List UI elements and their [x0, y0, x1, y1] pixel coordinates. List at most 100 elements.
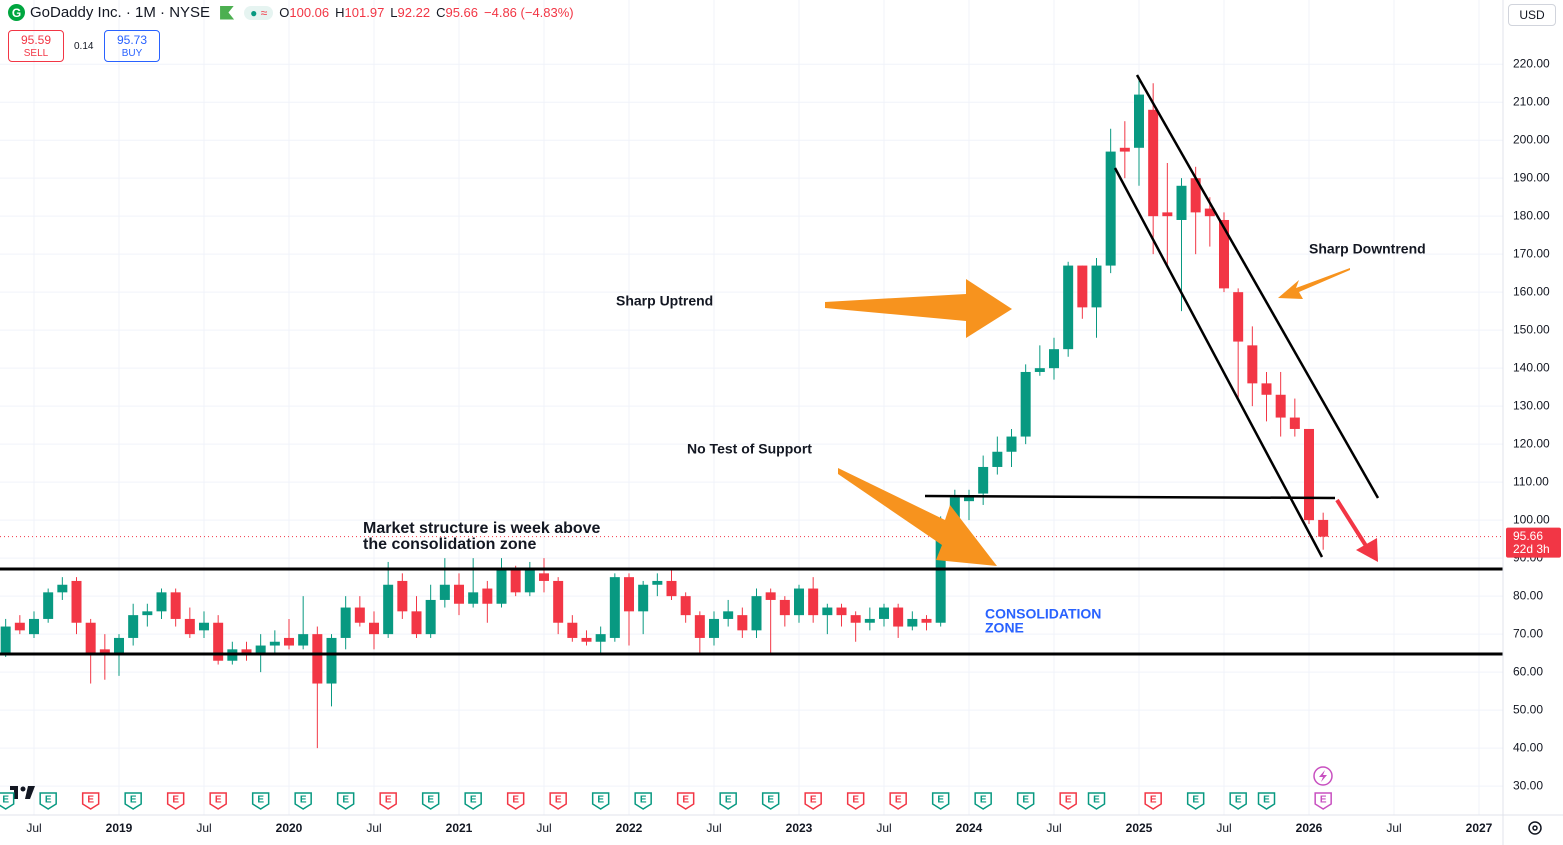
candle-body — [1219, 219, 1229, 289]
no-test-arrow — [838, 468, 997, 566]
candle-body — [794, 588, 804, 616]
symbol[interactable]: GoDaddy Inc. · 1M · NYSE — [30, 4, 211, 21]
candle-body — [369, 622, 379, 635]
y-tick-label: 40.00 — [1513, 740, 1543, 754]
earnings-label: E — [300, 795, 307, 806]
earnings-marker — [209, 792, 227, 810]
candle-body — [1318, 519, 1329, 537]
candle-body — [850, 615, 861, 623]
y-tick-label: 160.00 — [1513, 284, 1550, 298]
candle-body — [737, 615, 748, 631]
candle-body — [864, 618, 875, 623]
candle-body — [14, 622, 25, 631]
candle-body — [496, 569, 507, 604]
earnings-label: E — [1192, 795, 1199, 806]
candle-body — [964, 497, 974, 502]
earnings-label: E — [1022, 795, 1029, 806]
y-tick-label: 140.00 — [1513, 360, 1550, 374]
candle-body — [1148, 109, 1159, 217]
earnings-label: E — [342, 795, 349, 806]
candle-body — [992, 451, 1003, 467]
earnings-marker — [124, 792, 142, 810]
candle-body — [114, 637, 124, 654]
candle-body — [638, 584, 649, 612]
y-tick-label: 210.00 — [1513, 94, 1550, 108]
drawings: Sharp Uptrend Sharp Downtrend No Test of… — [0, 74, 1503, 656]
earnings-marker — [421, 792, 440, 810]
annotation: Sharp Downtrend — [1309, 241, 1426, 257]
last-price-label: 95.66 — [1513, 529, 1543, 543]
buy-button[interactable]: 95.73 BUY — [104, 30, 160, 62]
candle-body — [822, 607, 833, 616]
settings-icon[interactable] — [1528, 821, 1542, 835]
earnings-marker — [634, 792, 652, 810]
candle-body — [609, 577, 620, 638]
candle-body — [1289, 417, 1300, 429]
x-tick-label: Jul — [536, 821, 551, 835]
earnings-label: E — [1263, 795, 1270, 806]
x-tick-label: 2023 — [786, 821, 813, 835]
flag-icon[interactable] — [220, 5, 235, 20]
earnings-marker — [974, 792, 992, 810]
candle-body — [0, 626, 11, 654]
earnings-marker — [1257, 792, 1276, 810]
candles — [0, 79, 1503, 749]
legend-header: G GoDaddy Inc. · 1M · NYSE ● ≈ O100.06 H… — [8, 4, 574, 21]
y-tick-label: 220.00 — [1513, 56, 1550, 70]
candle-body — [567, 622, 578, 638]
candle-body — [128, 615, 139, 638]
ohlc-low: L92.22 — [390, 5, 431, 20]
earnings-marker — [39, 792, 57, 810]
earnings-marker — [1144, 792, 1162, 810]
earnings-label: E — [1093, 795, 1100, 806]
symbol-logo: G — [8, 4, 25, 21]
y-tick-label: 110.00 — [1513, 474, 1549, 488]
earnings-label: E — [682, 795, 689, 806]
candle-body — [142, 611, 153, 616]
down-arrow-shaft — [1335, 498, 1370, 551]
down-arrow-head — [1356, 538, 1378, 562]
candle-body — [1119, 147, 1130, 152]
candle-body — [524, 569, 535, 593]
candle-body — [921, 618, 932, 623]
candle-body — [595, 634, 606, 642]
candle-body — [468, 592, 479, 604]
y-tick-label: 150.00 — [1513, 322, 1550, 336]
earnings-label: E — [640, 795, 647, 806]
candle-body — [553, 580, 564, 623]
x-tick-label: Jul — [196, 821, 211, 835]
candle-body — [779, 599, 790, 616]
earnings-marker — [719, 792, 737, 810]
y-tick-label: 180.00 — [1513, 208, 1550, 222]
earnings-marker — [506, 792, 525, 810]
sell-button[interactable]: 95.59 SELL — [8, 30, 64, 62]
candle-body — [666, 580, 677, 597]
earnings-label: E — [1235, 795, 1242, 806]
uptrend-arrow — [825, 279, 1012, 338]
x-tick-label: 2021 — [446, 821, 473, 835]
earnings-label: E — [215, 795, 222, 806]
currency-button[interactable]: USD — [1508, 4, 1556, 26]
earnings-label: E — [937, 795, 944, 806]
candle-body — [255, 645, 266, 654]
earnings-label: E — [980, 795, 987, 806]
earnings-marker — [251, 792, 270, 810]
sell-price: 95.59 — [20, 33, 52, 47]
earnings-marker — [804, 792, 822, 810]
earnings-marker — [846, 792, 865, 810]
x-tick-label: Jul — [1046, 821, 1061, 835]
candle-body — [383, 584, 394, 635]
candle-body — [765, 592, 776, 600]
candle-body — [907, 618, 918, 627]
candle-body — [652, 580, 663, 585]
earnings-label: E — [45, 795, 52, 806]
earnings-label: E — [385, 795, 392, 806]
annotation: Sharp Uptrend — [616, 293, 713, 309]
earnings-label: E — [130, 795, 137, 806]
candle-body — [184, 618, 195, 635]
status-pill[interactable]: ● ≈ — [244, 5, 274, 20]
y-tick-label: 30.00 — [1513, 778, 1543, 792]
